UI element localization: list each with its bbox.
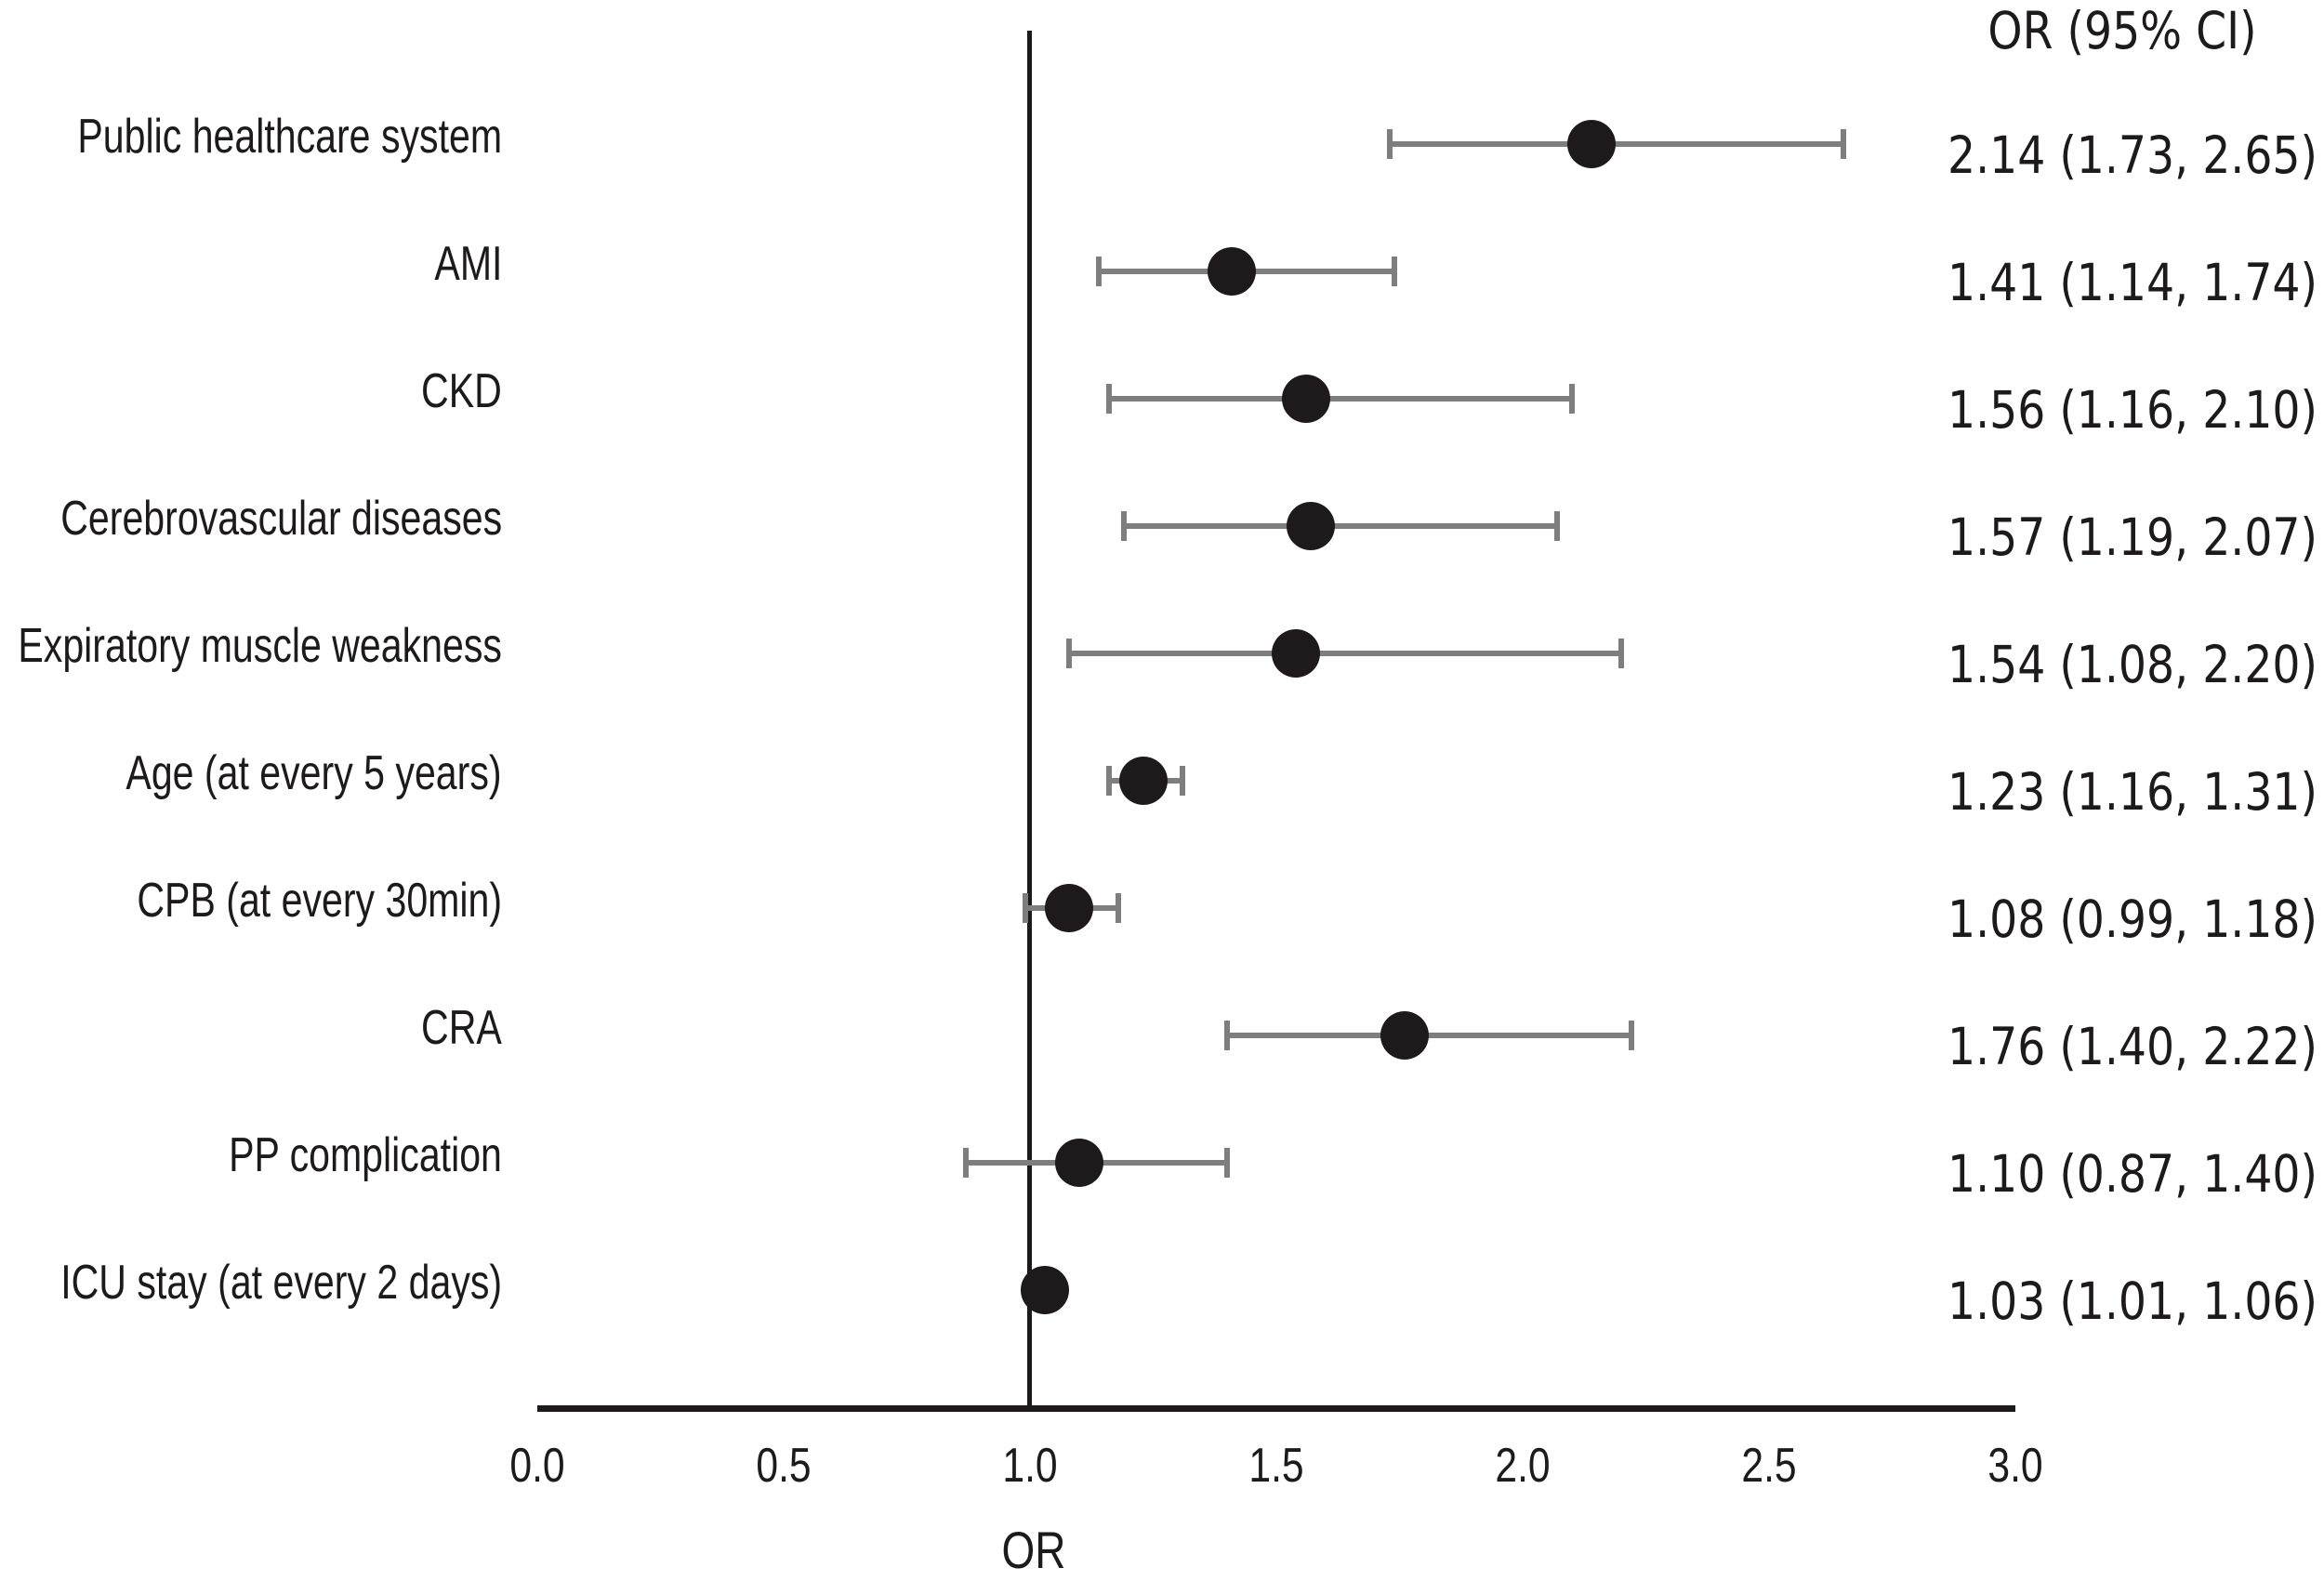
or-marker xyxy=(1118,757,1168,805)
x-tick-label: 1.0 xyxy=(1002,1439,1058,1493)
ci-error-bar xyxy=(1123,523,1558,529)
ci-cap-low xyxy=(963,1148,970,1178)
ci-cap-high xyxy=(1180,766,1186,796)
ci-error-bar xyxy=(1069,651,1621,656)
row-label: Age (at every 5 years) xyxy=(125,746,502,800)
ci-cap-low xyxy=(1386,129,1393,159)
ci-value: 1.41 (1.14, 1.74) xyxy=(1948,253,2317,312)
reference-line-or-1 xyxy=(1027,31,1032,1408)
or-marker xyxy=(1287,502,1336,550)
row-label: CRA xyxy=(421,1001,502,1055)
ci-value: 1.57 (1.19, 2.07) xyxy=(1948,507,2317,567)
ci-value: 1.10 (0.87, 1.40) xyxy=(1948,1144,2317,1204)
ci-cap-low xyxy=(1224,1021,1230,1050)
ci-error-bar xyxy=(1389,141,1843,147)
x-tick-label: 3.0 xyxy=(1987,1439,2043,1493)
or-marker xyxy=(1567,120,1617,168)
or-marker xyxy=(1208,247,1257,296)
x-tick-label: 2.5 xyxy=(1741,1439,1797,1493)
or-marker xyxy=(1045,884,1094,932)
row-label: Cerebrovascular diseases xyxy=(60,492,502,546)
row-label: CPB (at every 30min) xyxy=(137,874,502,928)
or-marker xyxy=(1020,1266,1069,1314)
row-label: CKD xyxy=(421,364,502,418)
ci-value: 1.08 (0.99, 1.18) xyxy=(1948,889,2317,949)
ci-error-bar xyxy=(1227,1033,1631,1038)
ci-value: 2.14 (1.73, 2.65) xyxy=(1948,125,2317,185)
ci-cap-low xyxy=(1022,893,1028,923)
ci-value: 1.54 (1.08, 2.20) xyxy=(1948,635,2317,694)
row-label: Public healthcare system xyxy=(77,110,502,164)
x-tick-label: 2.0 xyxy=(1495,1439,1551,1493)
ci-cap-low xyxy=(1120,511,1127,541)
x-tick-label: 0.5 xyxy=(756,1439,812,1493)
or-marker xyxy=(1272,629,1321,678)
row-label: Expiratory muscle weakness xyxy=(18,619,502,673)
x-axis-title: OR xyxy=(1001,1521,1066,1579)
ci-value: 1.56 (1.16, 2.10) xyxy=(1948,380,2317,440)
ci-cap-low xyxy=(1096,257,1103,286)
ci-cap-high xyxy=(1554,511,1561,541)
ci-cap-low xyxy=(1066,639,1073,668)
ci-cap-high xyxy=(1628,1021,1634,1050)
x-axis-line xyxy=(537,1405,2015,1412)
row-label: PP complication xyxy=(229,1128,502,1182)
ci-cap-high xyxy=(1224,1148,1230,1178)
or-marker xyxy=(1281,375,1330,423)
x-tick-label: 0.0 xyxy=(509,1439,565,1493)
ci-cap-low xyxy=(1105,766,1112,796)
ci-cap-high xyxy=(1392,257,1398,286)
ci-cap-high xyxy=(1116,893,1122,923)
row-label: ICU stay (at every 2 days) xyxy=(60,1256,502,1310)
or-ci-column-header: OR (95% CI) xyxy=(1987,1,2257,60)
or-marker xyxy=(1380,1011,1429,1060)
ci-value: 1.76 (1.40, 2.22) xyxy=(1948,1017,2317,1076)
or-marker xyxy=(1055,1139,1103,1187)
ci-cap-high xyxy=(1569,384,1575,414)
row-label: AMI xyxy=(433,237,502,291)
ci-value: 1.23 (1.16, 1.31) xyxy=(1948,762,2317,822)
ci-value: 1.03 (1.01, 1.06) xyxy=(1948,1271,2317,1331)
ci-cap-high xyxy=(1840,129,1846,159)
ci-cap-high xyxy=(1618,639,1624,668)
ci-cap-low xyxy=(1105,384,1112,414)
x-tick-label: 1.5 xyxy=(1248,1439,1304,1493)
ci-error-bar xyxy=(1108,396,1572,402)
